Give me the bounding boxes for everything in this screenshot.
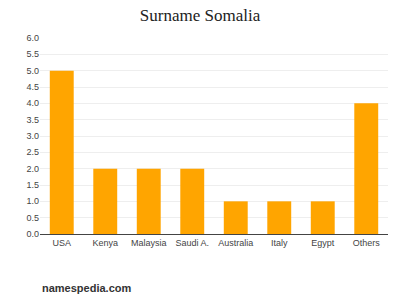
- svg-text:USA: USA: [52, 238, 71, 248]
- svg-text:6.0: 6.0: [26, 33, 39, 43]
- svg-text:3.0: 3.0: [26, 131, 39, 141]
- svg-text:4.5: 4.5: [26, 82, 39, 92]
- svg-text:namespedia.com: namespedia.com: [42, 282, 131, 294]
- svg-text:Italy: Italy: [271, 238, 288, 248]
- svg-text:Kenya: Kenya: [92, 238, 118, 248]
- svg-text:0.0: 0.0: [26, 229, 39, 239]
- svg-text:5.5: 5.5: [26, 49, 39, 59]
- svg-text:2.0: 2.0: [26, 164, 39, 174]
- svg-text:0.5: 0.5: [26, 213, 39, 223]
- svg-text:1.5: 1.5: [26, 180, 39, 190]
- svg-text:3.5: 3.5: [26, 115, 39, 125]
- svg-text:Egypt: Egypt: [311, 238, 335, 248]
- svg-text:Saudi A.: Saudi A.: [175, 238, 209, 248]
- svg-text:Others: Others: [353, 238, 381, 248]
- svg-text:Malaysia: Malaysia: [131, 238, 167, 248]
- svg-text:1.0: 1.0: [26, 196, 39, 206]
- svg-text:Surname Somalia: Surname Somalia: [140, 6, 261, 25]
- svg-text:4.0: 4.0: [26, 98, 39, 108]
- svg-text:2.5: 2.5: [26, 147, 39, 157]
- svg-text:5.0: 5.0: [26, 66, 39, 76]
- svg-text:Australia: Australia: [218, 238, 253, 248]
